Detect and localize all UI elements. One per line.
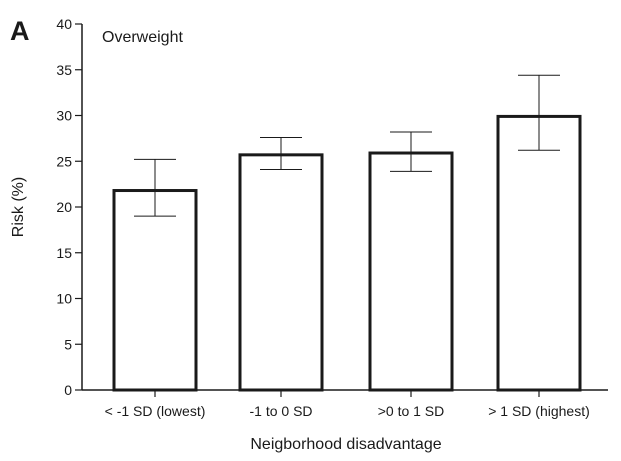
y-tick-label: 15 [56, 245, 72, 261]
bar [238, 153, 324, 392]
y-tick-label: 30 [56, 108, 72, 124]
bar [112, 189, 198, 392]
x-axis-label: Neigborhood disadvantage [250, 436, 441, 453]
x-tick-label: -1 to 0 SD [249, 403, 312, 419]
y-tick-label: 35 [56, 62, 72, 78]
panel-label: A [10, 16, 30, 46]
x-tick-label: > 1 SD (highest) [488, 403, 590, 419]
axes: 0 5 10 15 20 25 30 35 40 < -1 SD (lowest) -1 to 0 … [56, 16, 608, 419]
x-tick-label: >0 to 1 SD [378, 403, 445, 419]
y-tick-label: 10 [56, 291, 72, 307]
y-axis-label: Risk (%) [10, 177, 27, 237]
y-tick-label: 0 [64, 382, 72, 398]
y-tick-label: 20 [56, 199, 72, 215]
y-tick-label: 25 [56, 153, 72, 169]
bars [112, 74, 582, 392]
chart-title: Overweight [102, 29, 183, 46]
x-tick-label: < -1 SD (lowest) [105, 403, 206, 419]
y-tick-label: 5 [64, 336, 72, 352]
bar [368, 151, 454, 392]
y-tick-label: 40 [56, 16, 72, 32]
bar [496, 114, 582, 392]
